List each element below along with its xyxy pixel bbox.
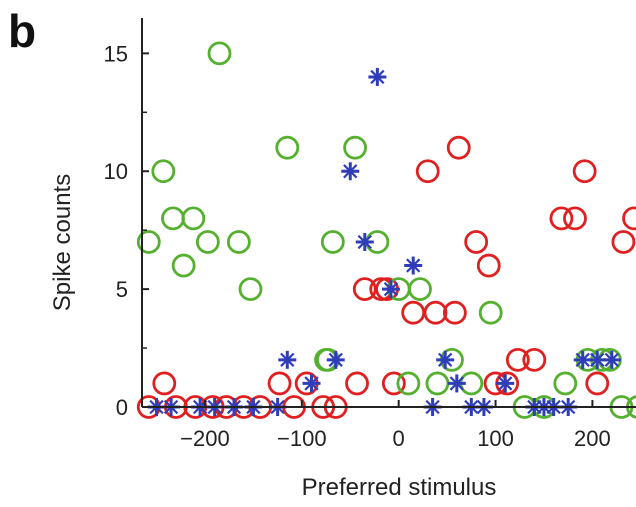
data-point-circle [478, 300, 503, 325]
data-point-star [326, 350, 345, 369]
data-point-circle [267, 371, 292, 396]
data-point-circle [446, 135, 471, 160]
data-point-circle [238, 277, 263, 302]
x-tick-label: −200 [180, 426, 230, 451]
data-point-circle [275, 135, 300, 160]
data-point-circle [585, 371, 610, 396]
data-point-circle [464, 230, 489, 254]
data-point-star [381, 280, 400, 299]
data-point-star [368, 67, 387, 86]
y-tick-label: 5 [116, 277, 128, 302]
data-point-circle [611, 230, 636, 254]
y-tick-label: 0 [116, 395, 128, 420]
y-tick-label: 10 [104, 159, 128, 184]
data-point-circle [505, 347, 530, 372]
data-point-circle [396, 371, 421, 396]
data-point-circle [549, 206, 574, 231]
data-point-star [404, 256, 423, 275]
data-point-star [436, 350, 455, 369]
data-point-circle [343, 135, 367, 160]
x-axis-title: Preferred stimulus [302, 474, 497, 501]
data-point-circle [136, 230, 161, 254]
data-point-star [341, 162, 360, 181]
data-point-circle [345, 371, 369, 396]
data-point-star [355, 232, 374, 251]
data-point-circle [151, 159, 176, 184]
data-point-circle [442, 300, 467, 325]
x-tick-label: 200 [574, 426, 611, 451]
data-point-star [278, 350, 297, 369]
data-point-star [602, 350, 621, 369]
data-point-circle [381, 371, 406, 396]
data-point-circle [522, 347, 547, 372]
x-tick-label: −100 [277, 426, 327, 451]
data-point-circle [415, 159, 440, 184]
data-point-circle [226, 230, 251, 254]
data-point-circle [476, 253, 501, 278]
y-tick-label: 15 [104, 41, 128, 66]
data-point-circle [622, 206, 636, 231]
x-tick-label: 100 [477, 426, 514, 451]
data-point-circle [207, 41, 232, 66]
panel-label: b [8, 5, 37, 57]
data-point-circle [161, 206, 185, 231]
data-point-circle [171, 253, 196, 278]
data-point-star [496, 374, 515, 393]
data-point-circle [152, 371, 177, 396]
data-point-circle [423, 300, 448, 325]
data-point-circle [320, 230, 345, 254]
data-point-circle [408, 277, 432, 302]
data-point-circle [401, 300, 426, 325]
data-point-star [447, 374, 466, 393]
data-point-circle [572, 159, 597, 184]
series-0 [136, 135, 636, 419]
data-point-circle [553, 371, 578, 396]
y-axis-title: Spike counts [49, 174, 76, 311]
data-point-circle [181, 206, 206, 231]
data-point-star [302, 374, 321, 393]
x-tick-label: 0 [393, 426, 405, 451]
data-point-circle [195, 230, 220, 254]
data-point-circle [563, 206, 587, 231]
data-point-circle [425, 371, 450, 396]
